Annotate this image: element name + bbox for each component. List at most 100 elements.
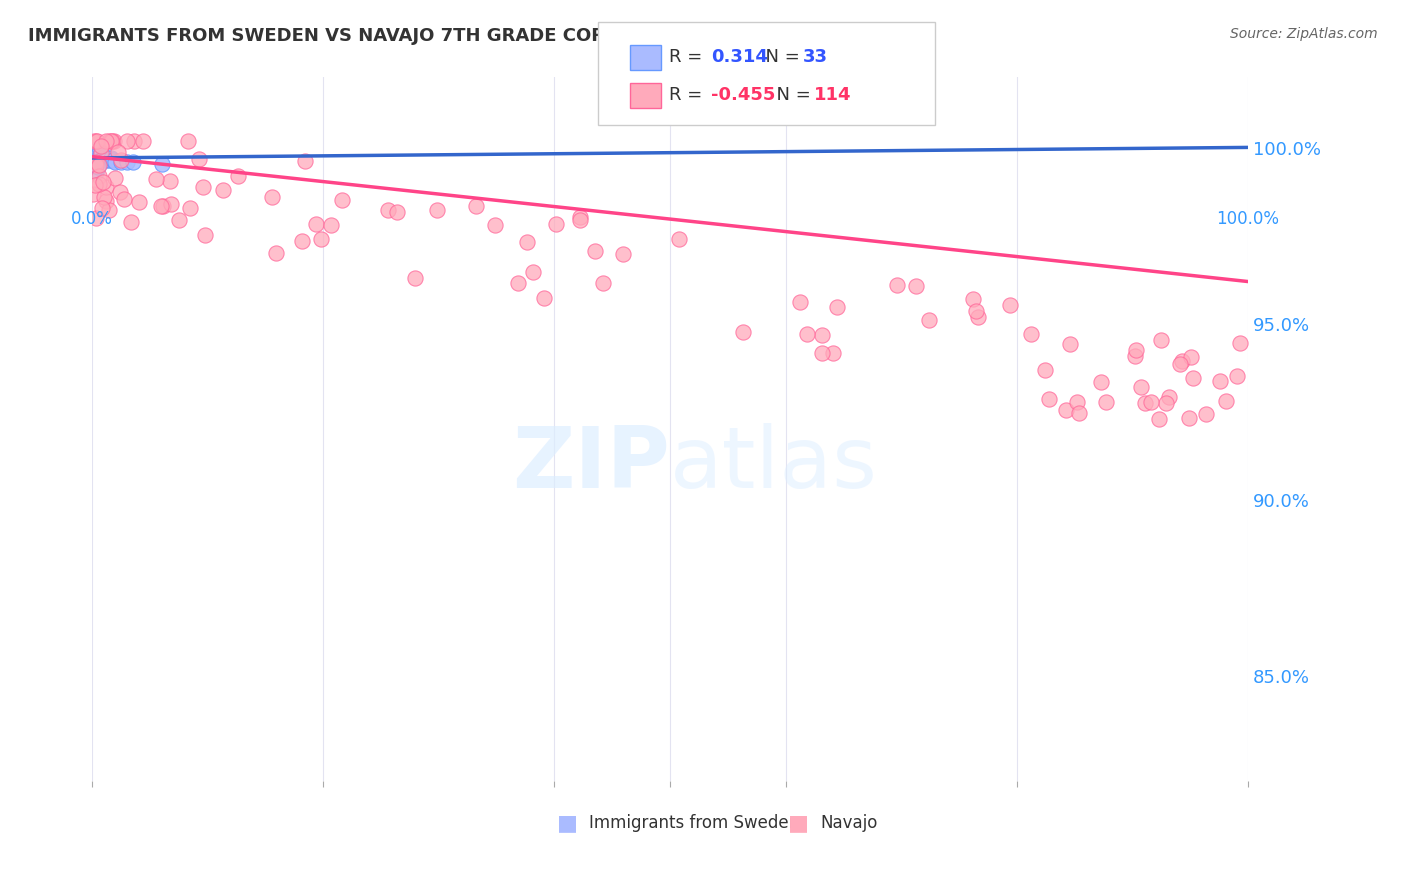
Point [546, 217, 568, 231]
Point [177, 134, 200, 148]
Point [91, 175, 114, 189]
Point [84, 178, 107, 192]
Point [533, 291, 555, 305]
Point [98, 153, 121, 168]
Point [1180, 350, 1202, 364]
Point [128, 195, 150, 210]
Point [100, 152, 122, 166]
Text: ■: ■ [557, 814, 578, 833]
Point [1066, 395, 1088, 409]
Text: atlas: atlas [671, 423, 877, 506]
Text: Immigrants from Sweden: Immigrants from Sweden [589, 814, 799, 832]
Point [91, 152, 114, 166]
Point [1157, 390, 1180, 404]
Text: 100.0%: 100.0% [1216, 210, 1279, 227]
Point [93, 190, 115, 204]
Point [84, 148, 107, 162]
Point [87, 158, 110, 172]
Point [583, 244, 606, 258]
Point [612, 246, 634, 260]
Point [167, 213, 190, 227]
Point [1208, 374, 1230, 388]
Point [811, 345, 834, 359]
Text: ■: ■ [787, 814, 808, 833]
Point [152, 198, 174, 212]
Point [1168, 357, 1191, 371]
Point [87, 177, 110, 191]
Point [918, 312, 941, 326]
Text: 33: 33 [803, 48, 828, 66]
Point [94, 153, 117, 168]
Point [84, 134, 107, 148]
Point [377, 202, 399, 217]
Point [87, 150, 110, 164]
Point [1038, 392, 1060, 406]
Point [107, 145, 129, 160]
Text: Navajo: Navajo [820, 814, 877, 832]
Point [1215, 394, 1237, 409]
Point [89, 148, 111, 162]
Point [1154, 395, 1177, 409]
Point [821, 345, 844, 359]
Point [90, 138, 112, 153]
Point [506, 276, 529, 290]
Point [97, 152, 120, 166]
Text: -0.455: -0.455 [711, 87, 776, 104]
Point [87, 146, 110, 161]
Point [94, 180, 117, 194]
Point [404, 270, 426, 285]
Point [309, 232, 332, 246]
Point [516, 235, 538, 249]
Point [569, 210, 592, 224]
Point [132, 134, 155, 148]
Point [321, 218, 343, 232]
Point [101, 134, 124, 148]
Point [101, 153, 124, 168]
Point [260, 190, 283, 204]
Point [94, 152, 117, 166]
Point [98, 134, 121, 148]
Point [100, 134, 122, 148]
Point [1033, 363, 1056, 377]
Text: N =: N = [754, 48, 806, 66]
Point [84, 145, 107, 159]
Point [104, 170, 127, 185]
Point [1140, 395, 1163, 409]
Point [484, 218, 506, 232]
Point [150, 156, 173, 170]
Point [1130, 380, 1153, 394]
Point [1181, 371, 1204, 385]
Point [668, 232, 690, 246]
Point [569, 213, 592, 227]
Point [1195, 407, 1218, 421]
Point [825, 300, 848, 314]
Point [115, 134, 138, 148]
Point [962, 292, 984, 306]
Point [1147, 412, 1170, 426]
Point [426, 202, 449, 217]
Point [212, 183, 235, 197]
Point [110, 153, 132, 167]
Point [1170, 353, 1192, 368]
Point [789, 295, 811, 310]
Point [1150, 333, 1173, 347]
Text: N =: N = [765, 87, 817, 104]
Point [86, 158, 108, 172]
Point [264, 245, 287, 260]
Point [87, 160, 110, 174]
Point [1229, 335, 1251, 350]
Point [188, 152, 211, 166]
Point [91, 150, 114, 164]
Point [1226, 369, 1249, 384]
Point [886, 277, 908, 292]
Point [93, 152, 115, 166]
Point [796, 327, 818, 342]
Text: ZIP: ZIP [512, 423, 671, 506]
Point [90, 146, 112, 161]
Point [1059, 337, 1081, 351]
Point [87, 150, 110, 164]
Point [89, 169, 111, 183]
Point [115, 154, 138, 169]
Point [93, 150, 115, 164]
Point [145, 172, 167, 186]
